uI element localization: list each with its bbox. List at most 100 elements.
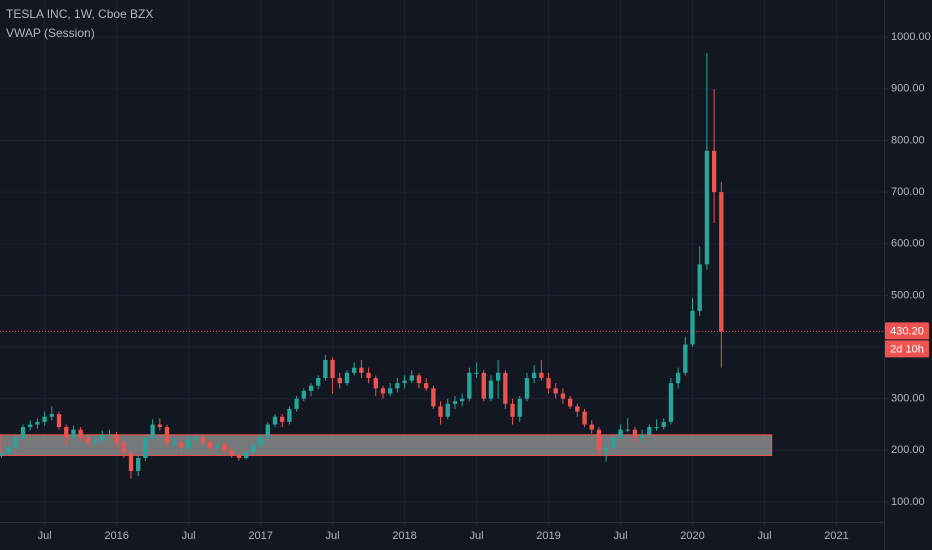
candle-body [388, 388, 393, 394]
candle-body [625, 429, 630, 431]
candle-body [359, 367, 364, 373]
candle-body [172, 442, 177, 444]
candle-body [639, 434, 645, 438]
candle-body [546, 377, 551, 389]
candle-body [517, 398, 522, 417]
candle-body [474, 372, 479, 374]
candle-body [136, 458, 141, 471]
candle-body [603, 447, 609, 451]
candle-body [445, 403, 450, 417]
candle-body [567, 398, 573, 407]
candle-body [157, 424, 162, 428]
candle-body [316, 377, 321, 386]
candle-body [424, 383, 429, 389]
candle-body [647, 427, 652, 435]
candle-body [589, 424, 594, 430]
candle-body [128, 452, 134, 471]
chart-title: TESLA INC, 1W, Cboe BZX [6, 7, 153, 21]
x-tick-label: 2018 [392, 530, 416, 542]
candle-body [402, 380, 407, 384]
candle-body [20, 427, 26, 438]
y-tick-label: 600.00 [891, 238, 925, 250]
candle-body [244, 452, 249, 459]
candle-body [697, 264, 702, 311]
candle-body [56, 414, 62, 428]
candle-body [560, 393, 566, 399]
candle-body [618, 429, 623, 438]
y-tick-label: 500.00 [891, 289, 925, 301]
x-tick-label: Jul [38, 530, 52, 542]
candle-body [272, 416, 278, 425]
candle-body [675, 372, 681, 384]
candle-body [6, 447, 11, 453]
candle-body [711, 150, 717, 193]
candle-body [495, 372, 501, 381]
candle-body [459, 398, 465, 402]
candle-body [78, 429, 83, 438]
candle-body [301, 390, 306, 399]
x-tick-label: Jul [613, 530, 627, 542]
x-tick-label: 2021 [824, 530, 848, 542]
candle-body [690, 310, 695, 345]
plot [0, 53, 884, 479]
candle-body [287, 408, 292, 422]
x-tick-label: Jul [470, 530, 484, 542]
candle-body [704, 150, 710, 265]
candle-body [582, 411, 587, 425]
candle-body [236, 455, 242, 459]
candle-body [366, 372, 371, 378]
x-tick-label: Jul [326, 530, 340, 542]
candle-body [668, 383, 674, 422]
candle-body [35, 421, 40, 425]
candle-body [380, 388, 386, 394]
candle-body [208, 442, 213, 448]
candle-body [229, 450, 234, 456]
candle-body [452, 401, 458, 404]
candle-body [553, 388, 558, 394]
candle-body [107, 434, 112, 436]
candle-body [85, 437, 90, 443]
y-tick-label: 800.00 [891, 134, 925, 146]
candle-body [251, 445, 256, 453]
candle-body [114, 434, 119, 443]
candle-body [719, 192, 724, 332]
candle-body [481, 372, 486, 399]
candle-body [409, 375, 414, 381]
candle-body [64, 427, 69, 438]
candle-body [596, 429, 602, 451]
x-tick-label: Jul [757, 530, 771, 542]
candle-body [265, 424, 270, 438]
candle-body [438, 406, 443, 417]
candle-body [42, 416, 47, 422]
candle-body [661, 421, 666, 428]
candle-body [395, 383, 400, 389]
candle-body [330, 359, 335, 378]
candle-body [503, 372, 508, 404]
candle-body [200, 437, 206, 443]
candle-body [524, 377, 530, 399]
x-tick-label: 2019 [536, 530, 560, 542]
y-tick-label: 300.00 [891, 393, 925, 405]
candle-body [308, 385, 314, 391]
candle-body [373, 377, 378, 389]
candle-body [294, 398, 299, 409]
candle-body [71, 429, 76, 438]
candle-body [49, 414, 54, 417]
countdown-box [885, 340, 929, 358]
candle-body [416, 375, 422, 384]
grid [0, 0, 884, 520]
candle-body [13, 437, 18, 448]
x-tick-label: 2020 [680, 530, 704, 542]
axes: 100.00200.00300.00400.00500.00600.00700.… [38, 31, 931, 542]
candle-body [352, 367, 357, 373]
candle-body [280, 416, 285, 422]
candle-body [488, 380, 494, 399]
support-zone [0, 434, 773, 456]
candle-body [467, 372, 472, 399]
candle-body [164, 427, 170, 443]
countdown-label: 2d 10h [890, 343, 924, 355]
candle-body [337, 377, 342, 384]
indicator-label: VWAP (Session) [6, 26, 95, 40]
